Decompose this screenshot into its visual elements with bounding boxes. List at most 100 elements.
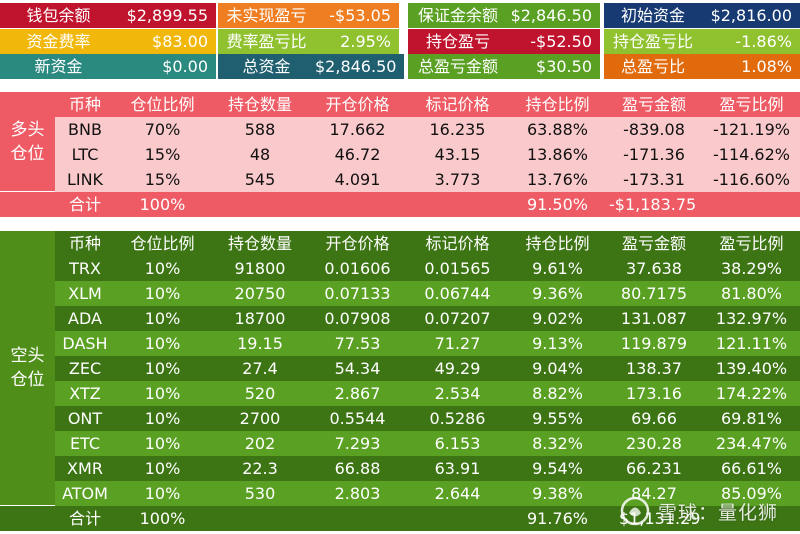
table-cell: 8.82% — [532, 384, 583, 403]
table-cell: 0.01565 — [424, 259, 491, 278]
margin-balance-label: 保证金余额 — [408, 3, 508, 28]
column-header: 盈亏比例 — [719, 95, 784, 114]
table-cell: 173.16 — [626, 384, 682, 403]
table-cell: ONT — [67, 409, 103, 428]
table-cell: DASH — [62, 334, 108, 353]
total-cell — [210, 506, 310, 531]
table-row: XLM 10% 20750 0.07133 0.06744 9.36% 80.7… — [55, 281, 800, 306]
table-cell: 9.54% — [532, 459, 583, 478]
table-cell: 10% — [144, 359, 181, 378]
table-cell: 13.86% — [526, 145, 588, 164]
table-cell: 7.293 — [334, 434, 381, 453]
long-positions-label: 多头 仓位 — [0, 92, 55, 191]
unrealized-pnl-value: -$53.05 — [315, 3, 399, 28]
table-cell: 15% — [144, 170, 181, 189]
column-header: 仓位比例 — [130, 95, 195, 114]
table-cell: -121.19% — [713, 120, 790, 139]
table-row: BNB 70% 588 17.662 16.235 63.88% -839.08… — [55, 117, 800, 142]
column-header: 持仓比例 — [525, 234, 590, 253]
table-cell: ZEC — [68, 359, 102, 378]
table-cell: 15% — [144, 145, 181, 164]
table-cell: 234.47% — [715, 434, 788, 453]
table-cell: -171.36 — [623, 145, 685, 164]
table-cell: 85.09% — [720, 484, 782, 503]
short-positions-table: 空头 仓位 币种 仓位比例 持仓数量 开仓价格 标记价格 持仓比例 盈亏金额 盈… — [0, 231, 800, 531]
column-header: 持仓数量 — [227, 234, 292, 253]
table-cell: 131.087 — [620, 309, 688, 328]
total-label: 合计 — [68, 509, 101, 528]
total-cell — [405, 192, 510, 217]
column-header: 盈亏比例 — [719, 234, 784, 253]
table-cell: 77.53 — [334, 334, 381, 353]
long-total-row: 合计 100% 91.50% -$1,183.75 — [0, 192, 800, 217]
table-cell: BNB — [68, 120, 102, 139]
table-cell: 2.867 — [334, 384, 381, 403]
table-cell: 0.5544 — [329, 409, 386, 428]
table-cell: 9.38% — [532, 484, 583, 503]
total-cell — [310, 506, 405, 531]
wallet-balance-value: $2,899.55 — [117, 3, 216, 28]
table-cell: 10% — [144, 459, 181, 478]
short-header-row: 币种 仓位比例 持仓数量 开仓价格 标记价格 持仓比例 盈亏金额 盈亏比例 — [55, 231, 800, 256]
table-cell: 9.61% — [532, 259, 583, 278]
table-cell: 3.773 — [434, 170, 481, 189]
table-cell: 139.40% — [715, 359, 788, 378]
table-cell: 37.638 — [626, 259, 682, 278]
table-cell: 46.72 — [334, 145, 381, 164]
margin-balance-value: $2,846.50 — [508, 3, 600, 28]
total-capital-value: $2,846.50 — [315, 54, 404, 79]
new-capital-value: $0.00 — [117, 54, 216, 79]
column-header: 标记价格 — [425, 95, 490, 114]
funding-fee-value: $83.00 — [117, 29, 216, 54]
table-cell: 520 — [244, 384, 276, 403]
table-cell: 0.06744 — [424, 284, 491, 303]
table-cell: -839.08 — [623, 120, 685, 139]
table-cell: 43.15 — [434, 145, 481, 164]
total-pnl-amount-value: $30.50 — [508, 54, 600, 79]
long-header-row: 币种 仓位比例 持仓数量 开仓价格 标记价格 持仓比例 盈亏金额 盈亏比例 — [55, 92, 800, 117]
table-row: TRX 10% 91800 0.01606 0.01565 9.61% 37.6… — [55, 256, 800, 281]
table-cell: 0.5286 — [429, 409, 486, 428]
table-cell: LTC — [71, 145, 99, 164]
table-cell: 0.07207 — [424, 309, 491, 328]
table-cell: 13.76% — [526, 170, 588, 189]
account-summary: 钱包余额 $2,899.55 未实现盈亏 -$53.05 保证金余额 $2,84… — [0, 0, 800, 79]
table-cell: 6.153 — [434, 434, 481, 453]
column-header: 币种 — [68, 95, 101, 114]
position-pnl-value: -$52.50 — [508, 29, 600, 54]
table-cell: 230.28 — [626, 434, 682, 453]
table-cell: 80.7175 — [620, 284, 688, 303]
table-cell: 138.37 — [626, 359, 682, 378]
table-cell: 71.27 — [434, 334, 481, 353]
column-header: 持仓比例 — [525, 95, 590, 114]
table-cell: ETC — [69, 434, 101, 453]
table-cell: 54.34 — [334, 359, 381, 378]
total-cell — [310, 192, 405, 217]
table-cell: XLM — [68, 284, 102, 303]
fee-pnl-ratio-value: 2.95% — [315, 29, 399, 54]
position-pnl-label: 持仓盈亏 — [408, 29, 508, 54]
table-cell: 174.22% — [715, 384, 788, 403]
table-cell: 69.81% — [720, 409, 782, 428]
long-positions-table: 多头 仓位 币种 仓位比例 持仓数量 开仓价格 标记价格 持仓比例 盈亏金额 盈… — [0, 92, 800, 217]
table-cell: 10% — [144, 334, 181, 353]
summary-row-3: 新资金 $0.00 总资金 $2,846.50 总盈亏金额 $30.50 总盈亏… — [0, 54, 800, 79]
column-header: 标记价格 — [425, 234, 490, 253]
table-cell: 10% — [144, 309, 181, 328]
table-cell: 18700 — [234, 309, 286, 328]
table-cell: 9.02% — [532, 309, 583, 328]
table-cell: -116.60% — [713, 170, 790, 189]
table-row: ETC 10% 202 7.293 6.153 8.32% 230.28 234… — [55, 431, 800, 456]
table-cell: 63.88% — [526, 120, 588, 139]
column-header: 持仓数量 — [227, 95, 292, 114]
table-cell: 70% — [144, 120, 181, 139]
table-cell: 0.01606 — [324, 259, 391, 278]
table-cell: 48 — [249, 145, 271, 164]
total-cell: 100% — [139, 509, 186, 528]
table-cell: 63.91 — [434, 459, 481, 478]
unrealized-pnl-label: 未实现盈亏 — [218, 3, 315, 28]
table-cell: 10% — [144, 384, 181, 403]
position-pnl-ratio-value: -1.86% — [702, 29, 800, 54]
table-cell: 202 — [244, 434, 276, 453]
table-cell: 20750 — [234, 284, 286, 303]
